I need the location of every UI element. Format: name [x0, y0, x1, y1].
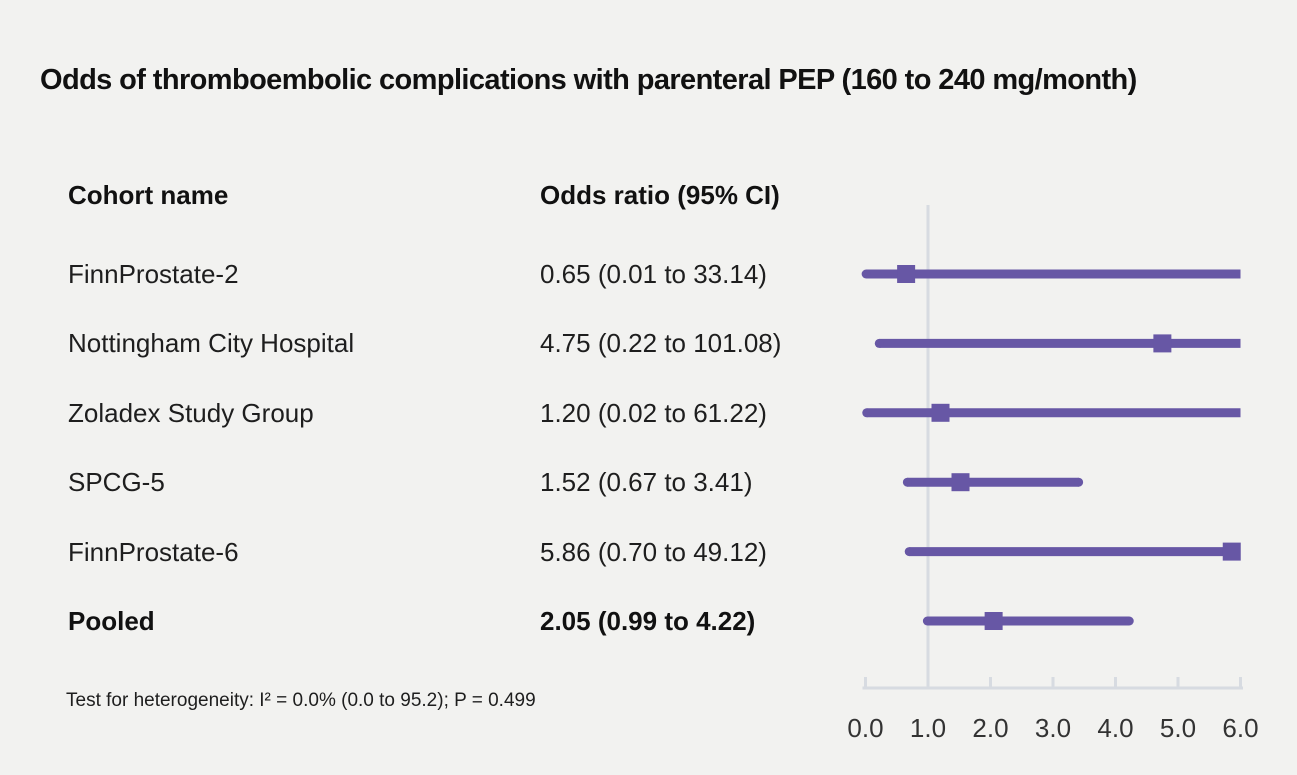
odds-ratio-value: 1.52 (0.67 to 3.41) [540, 467, 753, 498]
x-tick-label: 4.0 [1097, 713, 1133, 743]
odds-ratio-value: 1.20 (0.02 to 61.22) [540, 397, 767, 428]
ci-cap-left [874, 338, 884, 348]
ci-cap-left [861, 269, 871, 279]
ci-cap-left [862, 408, 872, 418]
or-marker [1222, 542, 1241, 561]
cohort-label: FinnProstate-6 [68, 536, 239, 567]
cohort-column-header: Cohort name [68, 180, 229, 210]
x-tick-label: 3.0 [1035, 713, 1071, 743]
table-row: FinnProstate-6 5.86 (0.70 to 49.12) [0, 534, 860, 570]
x-tick-label: 2.0 [972, 713, 1008, 743]
table-row: Pooled 2.05 (0.99 to 4.22) [0, 603, 860, 639]
column-headers: Cohort name Odds ratio (95% CI) [0, 180, 860, 210]
cohort-label: FinnProstate-2 [68, 259, 239, 289]
or-marker [984, 612, 1003, 630]
or-marker [1153, 334, 1172, 353]
x-tick-label: 5.0 [1160, 713, 1196, 743]
x-tick-label: 0.0 [847, 713, 883, 743]
odds-ratio-value: 4.75 (0.22 to 101.08) [540, 328, 782, 359]
chart-title: Odds of thromboembolic complications wit… [40, 64, 1137, 96]
table-row: Nottingham City Hospital 4.75 (0.22 to 10… [0, 325, 860, 361]
odds-ratio-value: 0.65 (0.01 to 33.14) [540, 259, 767, 289]
cohort-label: SPCG-5 [68, 467, 165, 498]
odds-ratio-value: 5.86 (0.70 to 49.12) [540, 536, 767, 567]
heterogeneity-note: Test for heterogeneity: I² = 0.0% (0.0 t… [66, 690, 536, 711]
or-marker [951, 473, 970, 492]
cohort-label: Nottingham City Hospital [68, 328, 355, 359]
table-row: SPCG-5 1.52 (0.67 to 3.41) [0, 464, 860, 500]
ci-cap-right [1124, 616, 1134, 626]
x-tick-label: 6.0 [1222, 713, 1258, 743]
study-rows: FinnProstate-2 0.65 (0.01 to 33.14) Nottin… [0, 256, 860, 639]
ci-cap-right [1074, 477, 1084, 487]
table-row: FinnProstate-2 0.65 (0.01 to 33.14) [0, 256, 860, 292]
odds-ratio-column-header: Odds ratio (95% CI) [540, 180, 780, 210]
or-marker [897, 265, 916, 283]
x-tick-label: 1.0 [910, 713, 946, 743]
ci-cap-left [902, 477, 912, 487]
ci-cap-left [922, 616, 932, 626]
ci-cap-left [904, 547, 914, 557]
cohort-label: Zoladex Study Group [68, 397, 314, 428]
cohort-label: Pooled [68, 606, 155, 636]
or-marker [931, 403, 950, 422]
table-row: Zoladex Study Group 1.20 (0.02 to 61.22) [0, 395, 860, 431]
odds-ratio-value: 2.05 (0.99 to 4.22) [540, 606, 756, 636]
